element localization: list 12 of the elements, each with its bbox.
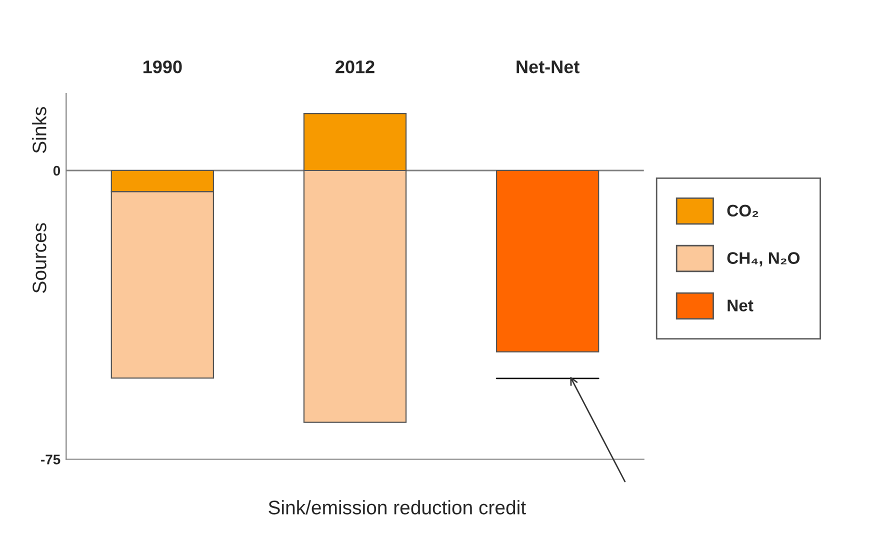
legend-label: CH₄, N₂O xyxy=(727,252,800,266)
x-tick-label: Net-Net xyxy=(516,60,580,74)
x-tick-label: 2012 xyxy=(336,60,374,74)
y-tick-label: -75 xyxy=(41,454,60,464)
text: Sources xyxy=(32,223,46,293)
legend-label: CO₂ xyxy=(727,204,758,217)
legend-label: Net xyxy=(728,300,754,312)
x-tick-label: 1990 xyxy=(143,60,182,74)
text: Sink/emission reduction credit xyxy=(268,500,526,514)
text: Sinks xyxy=(32,107,46,153)
bar xyxy=(496,170,600,352)
y-tick-label: 0 xyxy=(53,166,60,176)
